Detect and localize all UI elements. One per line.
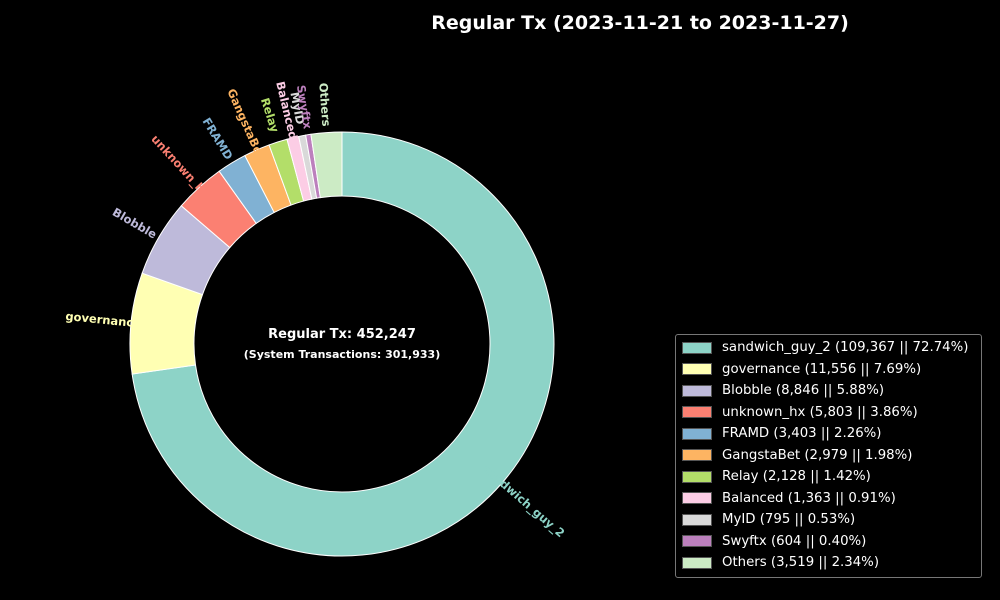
legend-item-others: Others (3,519 || 2.34%) xyxy=(676,552,981,574)
legend-swatch xyxy=(682,427,712,440)
chart-title: Regular Tx (2023-11-21 to 2023-11-27) xyxy=(431,12,849,34)
slice-label-framd: FRAMD xyxy=(200,115,236,162)
slice-label-unknown-hx: unknown_hx xyxy=(148,132,214,202)
legend-item-blobble: Blobble (8,846 || 5.88%) xyxy=(676,380,981,402)
legend-label: Swyftx (604 || 0.40%) xyxy=(722,533,867,549)
legend-item-swyftx: Swyftx (604 || 0.40%) xyxy=(676,531,981,553)
legend-swatch xyxy=(682,535,712,548)
legend-swatch xyxy=(682,470,712,483)
legend-item-balanced: Balanced (1,363 || 0.91%) xyxy=(676,488,981,510)
legend-label: Others (3,519 || 2.34%) xyxy=(722,555,880,571)
legend-swatch xyxy=(682,341,712,354)
slice-label-blobble: Blobble xyxy=(110,205,159,242)
legend-label: Relay (2,128 || 1.42%) xyxy=(722,469,871,485)
legend-label: sandwich_guy_2 (109,367 || 72.74%) xyxy=(722,340,969,356)
legend-label: Blobble (8,846 || 5.88%) xyxy=(722,383,885,399)
slice-label-myid: MyID xyxy=(287,91,307,126)
slice-sandwich-guy-2 xyxy=(131,131,555,557)
legend-item-sandwich-guy-2: sandwich_guy_2 (109,367 || 72.74%) xyxy=(676,337,981,359)
legend-label: GangstaBet (2,979 || 1.98%) xyxy=(722,447,913,463)
legend-item-gangstabet: GangstaBet (2,979 || 1.98%) xyxy=(676,445,981,467)
legend-item-governance: governance (11,556 || 7.69%) xyxy=(676,359,981,381)
slice-label-others: Others xyxy=(316,82,333,127)
legend-label: Balanced (1,363 || 0.91%) xyxy=(722,490,896,506)
legend-swatch xyxy=(682,492,712,505)
legend-swatch xyxy=(682,556,712,569)
legend-item-myid: MyID (795 || 0.53%) xyxy=(676,509,981,531)
legend-label: governance (11,556 || 7.69%) xyxy=(722,361,922,377)
legend-swatch xyxy=(682,363,712,376)
legend-label: MyID (795 || 0.53%) xyxy=(722,512,856,528)
legend-swatch xyxy=(682,384,712,397)
legend-swatch xyxy=(682,513,712,526)
legend-item-unknown-hx: unknown_hx (5,803 || 3.86%) xyxy=(676,402,981,424)
slice-label-sandwich-guy-2: sandwich_guy_2 xyxy=(479,461,567,540)
center-total-label: Regular Tx: 452,247 xyxy=(268,327,416,342)
slice-others xyxy=(310,131,343,199)
legend-item-relay: Relay (2,128 || 1.42%) xyxy=(676,466,981,488)
legend-item-framd: FRAMD (3,403 || 2.26%) xyxy=(676,423,981,445)
legend: sandwich_guy_2 (109,367 || 72.74%) govern… xyxy=(675,334,982,578)
center-system-label: (System Transactions: 301,933) xyxy=(244,348,440,361)
legend-label: FRAMD (3,403 || 2.26%) xyxy=(722,426,882,442)
legend-label: unknown_hx (5,803 || 3.86%) xyxy=(722,404,918,420)
legend-swatch xyxy=(682,406,712,419)
slice-label-governance: governance xyxy=(65,309,142,330)
legend-swatch xyxy=(682,449,712,462)
